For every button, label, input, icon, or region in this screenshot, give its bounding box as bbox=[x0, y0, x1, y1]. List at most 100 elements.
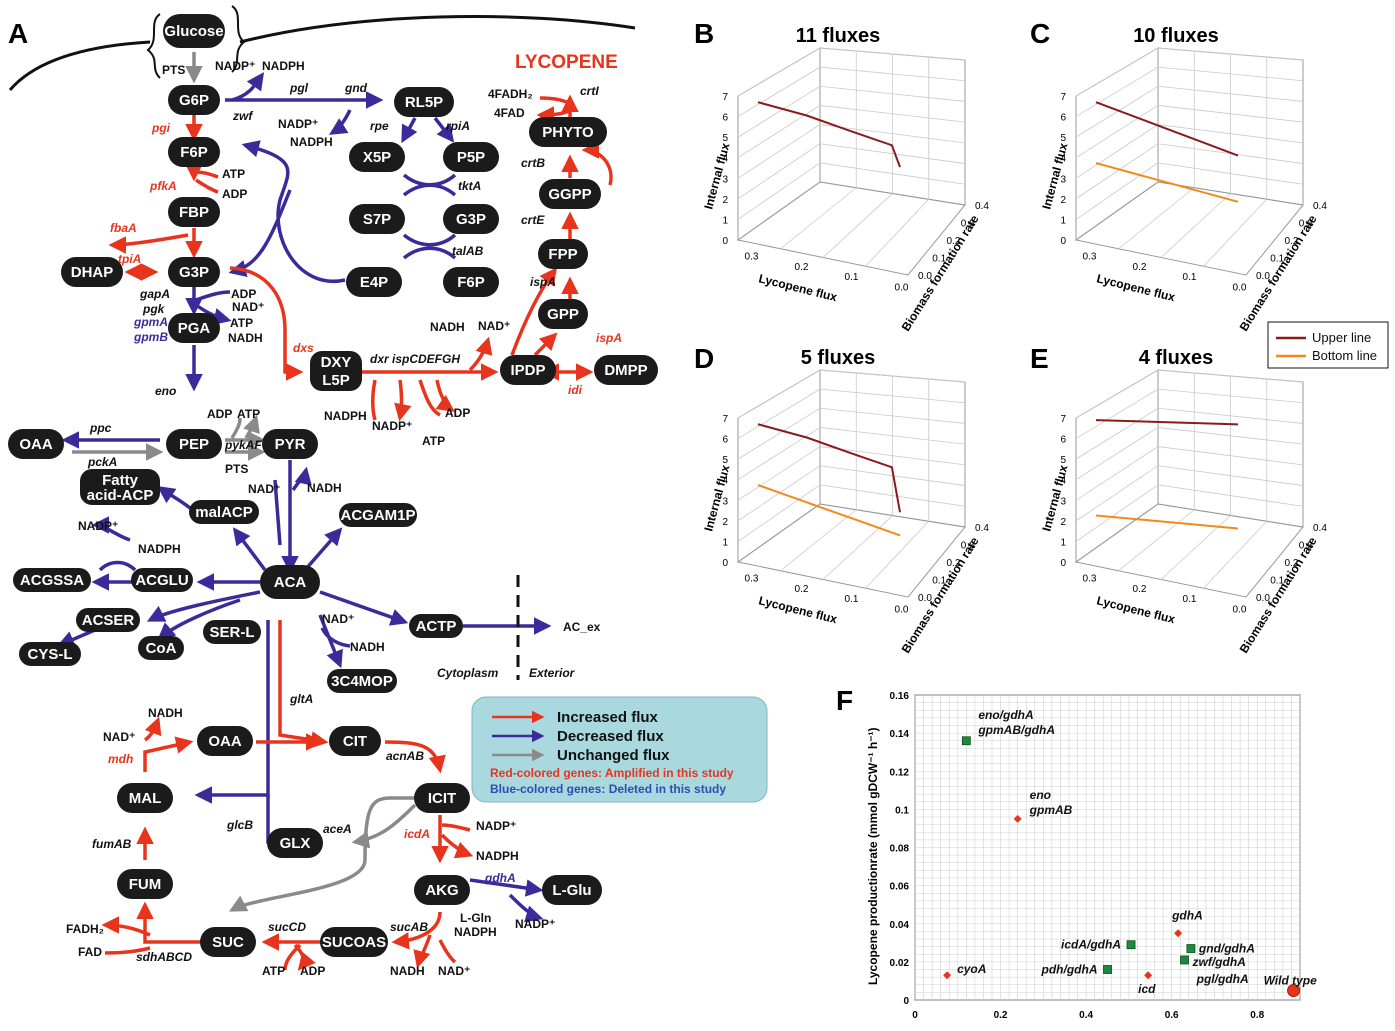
gene-aceA: aceA bbox=[323, 822, 352, 836]
node-aca-label: ACA bbox=[274, 574, 307, 591]
gene-sucAB: sucAB bbox=[390, 920, 428, 934]
grid-line bbox=[822, 193, 893, 258]
x-tick: 0.2 bbox=[795, 262, 809, 273]
gene-idi: idi bbox=[568, 383, 583, 397]
point-label: eno/gdhA bbox=[978, 708, 1033, 722]
line-legend-box bbox=[1267, 321, 1389, 369]
gene-pgl: pgl bbox=[289, 81, 309, 95]
node-f6p: F6P bbox=[168, 137, 220, 167]
node-pyr-label: PYR bbox=[275, 436, 306, 453]
node-fbp: FBP bbox=[168, 197, 220, 227]
node-glucose-bg bbox=[163, 14, 225, 48]
gene-rpiA: rpiA bbox=[446, 119, 470, 133]
grid-line bbox=[1075, 407, 1159, 460]
pathway-diagram: A LYCOPENE bbox=[8, 5, 768, 978]
z-tick: 0.2 bbox=[947, 236, 961, 247]
y-tick: 5 bbox=[1060, 455, 1066, 466]
node-fum: FUM bbox=[117, 869, 173, 899]
node-s7p-label: S7P bbox=[363, 211, 391, 228]
node-suc-label: SUC bbox=[212, 934, 244, 951]
gene-rpe: rpe bbox=[370, 119, 389, 133]
z-tick: 0.1 bbox=[1270, 576, 1284, 587]
data-point bbox=[1186, 944, 1196, 953]
y-tick: 6 bbox=[1060, 113, 1066, 124]
node-rl5p-label: RL5P bbox=[405, 94, 443, 111]
node-f6p-label: F6P bbox=[180, 144, 208, 161]
node-fbp-bg bbox=[168, 197, 220, 227]
grid-line bbox=[1075, 427, 1159, 481]
grid-line bbox=[1203, 520, 1268, 589]
x-tick: 0.3 bbox=[1083, 574, 1097, 585]
data-point bbox=[1180, 955, 1189, 965]
node-oaa2: OAA bbox=[197, 726, 253, 756]
node-icit-label: ICIT bbox=[428, 790, 456, 807]
label-nadp6: NADP⁺ bbox=[372, 419, 412, 433]
grid-line bbox=[1075, 446, 1159, 501]
y-tick: 0.14 bbox=[890, 729, 910, 740]
gene-icdA: icdA bbox=[404, 827, 430, 841]
panel-label-d: D bbox=[694, 343, 714, 374]
chart-title: 10 fluxes bbox=[1133, 25, 1219, 47]
grid-line bbox=[1075, 124, 1159, 179]
gene-acnAB: acnAB bbox=[386, 749, 424, 763]
grid-line bbox=[1160, 193, 1231, 258]
point-label: eno bbox=[1030, 788, 1051, 802]
data-point bbox=[1126, 940, 1136, 950]
data-point bbox=[1013, 814, 1022, 823]
node-glucose: Glucose bbox=[163, 14, 225, 48]
gene-pgk: pgk bbox=[142, 302, 166, 316]
point-label-2: gpmAB/gdhA bbox=[977, 723, 1055, 737]
z-tick: 0.0 bbox=[1256, 593, 1270, 604]
point-label: icdA/gdhA bbox=[1061, 938, 1121, 952]
y-tick: 6 bbox=[1060, 435, 1066, 446]
membrane-bracket-right bbox=[231, 5, 246, 73]
grid-line bbox=[1075, 388, 1159, 439]
chart-title: 4 fluxes bbox=[1139, 347, 1213, 369]
y-tick: 3 bbox=[1060, 496, 1066, 507]
x-tick: 0.2 bbox=[1133, 262, 1147, 273]
node-fpp: FPP bbox=[538, 239, 588, 269]
node-dmpp-label: DMPP bbox=[604, 362, 647, 379]
grid-line bbox=[737, 143, 821, 200]
node-acgam1p-label: ACGAM1P bbox=[340, 507, 415, 524]
x-tick: 0.0 bbox=[895, 604, 909, 615]
data-point bbox=[1144, 971, 1153, 980]
series-line-1 bbox=[1095, 514, 1239, 530]
z-tick: 0.1 bbox=[932, 576, 946, 587]
legend-red-genes: Red-colored genes: Amplified in this stu… bbox=[490, 766, 734, 780]
node-cit: CIT bbox=[329, 726, 381, 756]
x-tick: 0.1 bbox=[845, 594, 859, 605]
node-x5p: X5P bbox=[349, 142, 405, 172]
label-lgln: L-Gln bbox=[460, 911, 491, 925]
grid-line bbox=[1075, 465, 1159, 522]
chart-title: 11 fluxes bbox=[796, 25, 881, 47]
node-sucoas-bg bbox=[320, 927, 388, 957]
node-serl: SER-L bbox=[203, 620, 261, 644]
node-glx: GLX bbox=[267, 828, 323, 858]
grid-line bbox=[737, 85, 821, 138]
scatter-chart: F 0 0.02 0.04 0.06 0.08 0.1 0.12 0.14 0.16 0 0.2 0.4… bbox=[836, 685, 1317, 1021]
node-f6p-bg bbox=[168, 137, 220, 167]
point-label-2: gpmAB bbox=[1029, 803, 1073, 817]
y-tick: 5 bbox=[1060, 133, 1066, 144]
label-nadp5: NADP⁺ bbox=[515, 917, 555, 931]
x-tick: 0.3 bbox=[745, 252, 759, 263]
x-tick: 0.0 bbox=[895, 282, 909, 293]
node-glucose-label: Glucose bbox=[164, 23, 223, 40]
label-nadph5: NADPH bbox=[454, 925, 497, 939]
y-tick: 1 bbox=[1060, 215, 1066, 226]
z-tick: 0.0 bbox=[1256, 271, 1270, 282]
x-axis-label: Lycopene flux bbox=[1095, 271, 1177, 304]
gene-crtI: crtI bbox=[580, 84, 599, 98]
membrane-bracket-left bbox=[146, 13, 161, 79]
node-fbp-label: FBP bbox=[179, 204, 209, 221]
grid-line bbox=[1075, 47, 1159, 97]
y-tick: 5 bbox=[722, 455, 728, 466]
node-pyr: PYR bbox=[262, 429, 318, 459]
label-nadph1: NADPH bbox=[262, 59, 305, 73]
grid-line bbox=[737, 105, 821, 159]
node-icit-bg bbox=[414, 783, 470, 813]
node-actp: ACTP bbox=[409, 614, 463, 638]
grid-line bbox=[1118, 509, 1195, 572]
point-label: pdh/gdhA bbox=[1041, 963, 1098, 977]
